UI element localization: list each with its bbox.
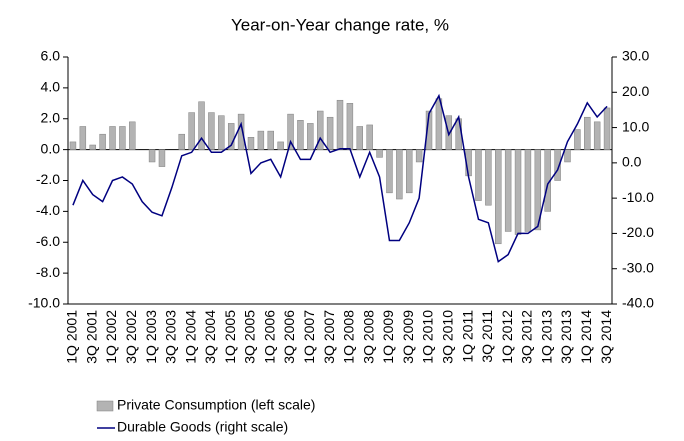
- bar: [564, 149, 571, 163]
- x-tick-label: 3Q 2007: [321, 310, 337, 364]
- x-tick-label: 3Q 2003: [163, 310, 179, 364]
- x-tick-label: 1Q 2009: [380, 310, 396, 364]
- bar: [307, 123, 314, 150]
- bar: [267, 130, 274, 150]
- y-tick-label: 6.0: [41, 48, 61, 64]
- bar: [376, 149, 383, 158]
- x-tick-label: 3Q 2009: [400, 310, 416, 364]
- y2-tick-label: 30.0: [622, 48, 649, 64]
- y-tick-label: 4.0: [41, 79, 61, 95]
- chart-title: Year-on-Year change rate, %: [231, 15, 449, 34]
- x-tick-label: 1Q 2010: [420, 310, 436, 364]
- y2-tick-label: -40.0: [622, 295, 654, 311]
- x-tick-label: 1Q 2011: [459, 310, 475, 363]
- bar: [109, 126, 116, 150]
- x-tick-label: 3Q 2004: [202, 310, 218, 364]
- x-tick-label: 1Q 2003: [143, 310, 159, 364]
- x-tick-label: 1Q 2004: [182, 310, 198, 364]
- x-tick-label: 1Q 2008: [341, 310, 357, 364]
- legend-swatch: [96, 400, 114, 412]
- bar: [89, 144, 96, 150]
- bar: [574, 129, 581, 150]
- bar: [79, 126, 87, 150]
- y-tick-label: -2.0: [36, 171, 60, 187]
- y2-tick-label: 20.0: [622, 83, 649, 99]
- bar: [257, 130, 265, 150]
- bar: [396, 149, 403, 200]
- bar: [495, 149, 502, 245]
- bar: [208, 112, 215, 150]
- x-tick-label: 3Q 2001: [83, 310, 99, 364]
- y2-tick-label: 0.0: [622, 154, 642, 170]
- legend-label: Private Consumption (left scale): [117, 397, 315, 413]
- y-tick-label: -4.0: [36, 202, 60, 218]
- bar: [129, 121, 136, 150]
- bar: [188, 112, 195, 150]
- bar: [593, 121, 601, 150]
- bar: [148, 149, 156, 163]
- bar: [584, 116, 591, 150]
- x-tick-label: 1Q 2014: [578, 310, 594, 364]
- x-tick-label: 1Q 2002: [103, 310, 119, 364]
- line: [72, 93, 608, 263]
- x-tick-label: 3Q 2010: [440, 310, 456, 364]
- x-tick-label: 1Q 2001: [64, 310, 80, 364]
- x-tick-label: 3Q 2006: [281, 310, 297, 364]
- x-tick-label: 1Q 2006: [261, 310, 277, 364]
- bar: [366, 124, 373, 150]
- x-tick-label: 3Q 2011: [479, 310, 495, 363]
- bar: [178, 133, 185, 150]
- bar: [69, 141, 77, 150]
- bar: [524, 149, 532, 232]
- bar: [514, 149, 522, 235]
- bar: [158, 149, 166, 167]
- bar: [356, 126, 363, 150]
- bar: [475, 149, 482, 201]
- y-tick-label: -6.0: [36, 233, 60, 249]
- bar: [336, 99, 344, 150]
- bar: [317, 110, 324, 150]
- bar: [287, 113, 294, 150]
- x-tick-label: 3Q 2013: [558, 310, 574, 364]
- x-tick-label: 1Q 2007: [301, 310, 317, 364]
- y-tick-label: 2.0: [41, 109, 61, 125]
- y-tick-label: -10.0: [28, 295, 60, 311]
- bar: [386, 149, 393, 194]
- x-tick-label: 1Q 2012: [499, 310, 515, 364]
- y2-tick-label: -30.0: [622, 259, 654, 275]
- x-tick-label: 1Q 2013: [538, 310, 554, 364]
- x-tick-label: 3Q 2008: [360, 310, 376, 364]
- x-tick-label: 3Q 2012: [519, 310, 535, 364]
- bar: [119, 126, 126, 150]
- bar: [534, 149, 542, 231]
- bar: [554, 149, 561, 181]
- bar: [227, 123, 235, 150]
- y2-tick-label: -10.0: [622, 189, 654, 205]
- y-tick-label: -8.0: [36, 264, 60, 280]
- y-tick-label: 0.0: [41, 140, 61, 156]
- bar: [346, 103, 354, 150]
- y2-tick-label: 10.0: [622, 118, 649, 134]
- bar: [603, 107, 611, 150]
- bar: [198, 101, 205, 150]
- bar: [218, 115, 225, 150]
- legend-label: Durable Goods (right scale): [117, 419, 288, 435]
- bar: [99, 133, 106, 150]
- bar: [415, 149, 423, 163]
- x-tick-label: 1Q 2005: [222, 310, 238, 364]
- y2-tick-label: -20.0: [622, 224, 654, 240]
- bar: [247, 137, 255, 150]
- x-tick-label: 3Q 2014: [598, 310, 614, 364]
- x-tick-label: 3Q 2005: [242, 310, 258, 364]
- bar: [504, 149, 512, 232]
- bar: [326, 116, 334, 150]
- bar: [297, 120, 304, 150]
- bar: [277, 141, 284, 150]
- bar: [425, 110, 433, 150]
- bar: [406, 149, 413, 194]
- bar: [485, 149, 492, 206]
- x-tick-label: 3Q 2002: [123, 310, 139, 364]
